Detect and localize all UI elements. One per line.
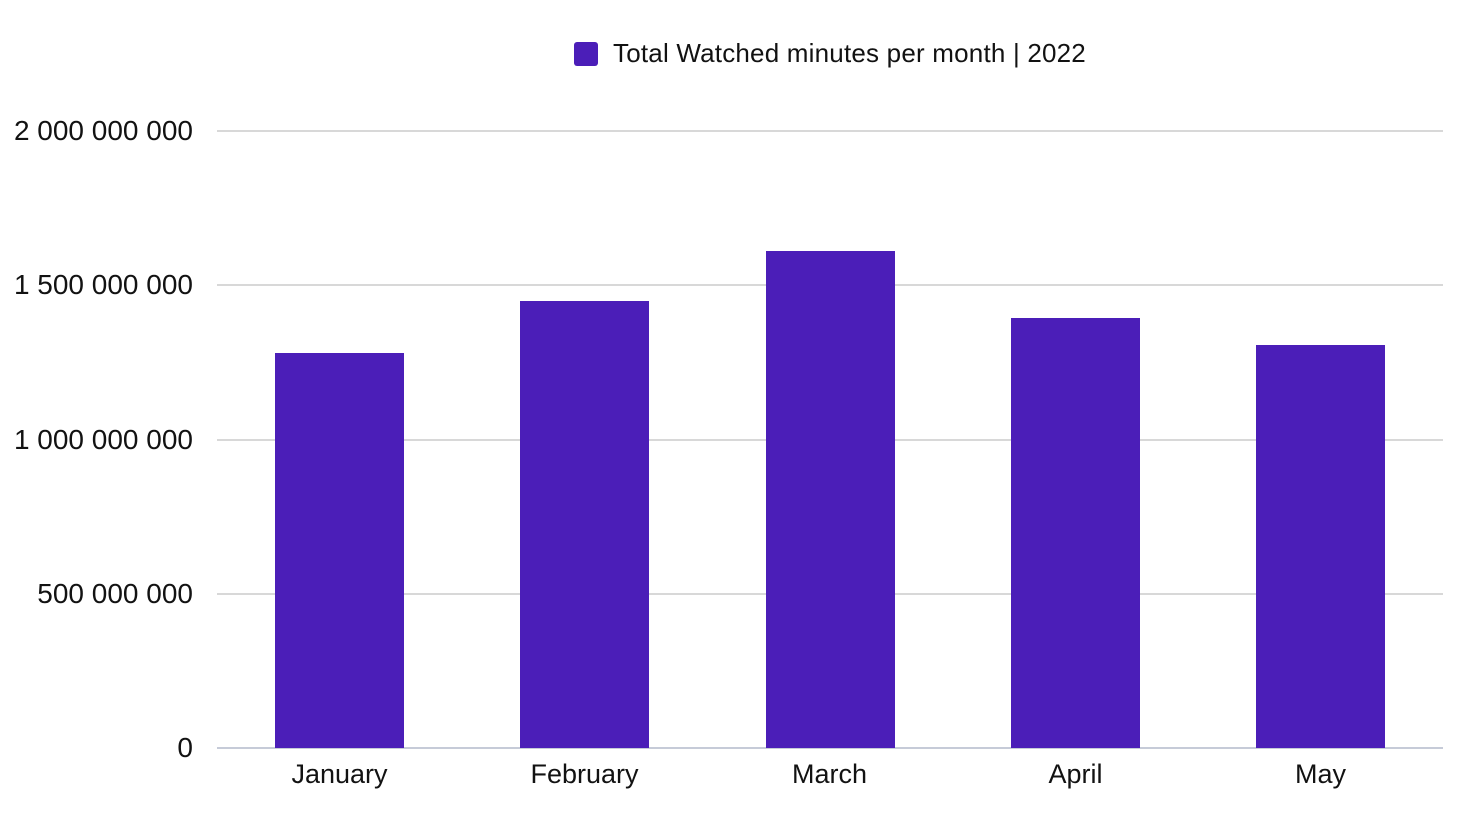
legend-label: Total Watched minutes per month | 2022 [613, 38, 1086, 68]
bar-march[interactable] [766, 251, 895, 748]
bar-january[interactable] [275, 353, 404, 748]
y-tick-label: 1 000 000 000 [13, 424, 193, 455]
bar-april[interactable] [1011, 318, 1140, 748]
x-tick-label-february: February [530, 759, 639, 789]
x-tick-label-may: May [1294, 759, 1346, 789]
y-tick-label: 1 500 000 000 [13, 269, 193, 300]
x-tick-label-january: January [291, 759, 388, 789]
y-tick-label: 0 [177, 732, 193, 763]
bar-february[interactable] [520, 301, 649, 748]
x-tick-label-april: April [1048, 759, 1103, 789]
x-axis-line [217, 747, 1443, 749]
legend-swatch [574, 41, 598, 66]
legend: Total Watched minutes per month | 2022 [217, 38, 1443, 69]
y-tick-label: 2 000 000 000 [13, 115, 193, 146]
gridline [217, 130, 1443, 132]
x-tick-label-march: March [791, 759, 867, 789]
y-tick-label: 500 000 000 [37, 578, 193, 609]
bar-may[interactable] [1256, 345, 1385, 748]
